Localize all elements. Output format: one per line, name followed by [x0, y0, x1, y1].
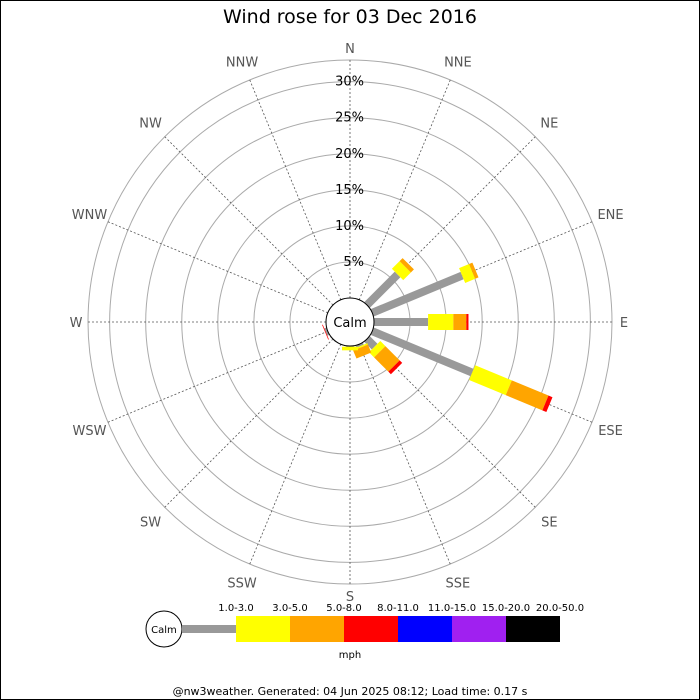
radial-tick-5: 25%: [335, 111, 364, 126]
legend-swatch-15.0-20.0: [452, 616, 506, 642]
legend-swatch-11.0-15.0: [398, 616, 452, 642]
legend-label-20.0-50.0: 20.0-50.0: [536, 603, 584, 614]
bar-ese-3.0-5.0: [469, 365, 512, 396]
bar-ese-8.0-11.0: [542, 395, 553, 412]
radial-tick-4: 20%: [335, 147, 364, 162]
radial-tick-1: 5%: [343, 255, 364, 270]
legend-swatch-20.0-50.0: [506, 616, 560, 642]
radial-tick-labels: 5% 10% 15% 20% 25% 30%: [335, 75, 364, 270]
radial-tick-3: 15%: [335, 183, 364, 198]
bar-ne-5.0-8.0: [399, 258, 414, 273]
direction-label-nw: NW: [139, 117, 162, 132]
direction-label-sse: SSE: [446, 577, 471, 592]
bar-ene-3.0-5.0: [459, 264, 476, 283]
bar-se-3.0-5.0: [368, 340, 386, 358]
direction-label-e: E: [620, 316, 628, 331]
bar-ene-5.0-8.0: [469, 262, 479, 279]
legend-label-11.0-15.0: 11.0-15.0: [428, 603, 476, 614]
legend-label-15.0-20.0: 15.0-20.0: [482, 603, 530, 614]
direction-labels: N NNE NE ENE E ESE SE SSE S SSW SW WSW W WNW NW NNW: [70, 42, 629, 605]
direction-label-ssw: SSW: [227, 577, 257, 592]
direction-label-ene: ENE: [597, 208, 623, 223]
legend-label-1.0-3.0: 1.0-3.0: [218, 603, 253, 614]
direction-label-ese: ESE: [598, 424, 623, 439]
bar-sse-5.0-8.0: [353, 344, 372, 359]
speed-legend: Calm 1.0-3.0 3.0-5.0 5.0-8.0 8.0-11.0 11.0-15…: [145, 603, 584, 661]
wind-bars: [322, 258, 553, 412]
legend-calm-label: Calm: [151, 625, 177, 636]
calm-circle: Calm: [325, 297, 375, 347]
direction-label-w: W: [70, 316, 83, 331]
bar-se-8.0-11.0: [388, 360, 403, 375]
bar-ese-5.0-8.0: [505, 380, 549, 411]
bar-se-5.0-8.0: [374, 346, 400, 372]
bar-ne-1.0-3.0: [364, 271, 401, 308]
legend-label-8.0-11.0: 8.0-11.0: [377, 603, 419, 614]
footer-text: @nw3weather. Generated: 04 Jun 2025 08:1…: [172, 685, 528, 698]
radial-tick-2: 10%: [335, 219, 364, 234]
direction-label-se: SE: [541, 515, 557, 530]
legend-swatch-3.0-5.0: [236, 616, 290, 642]
direction-label-nne: NNE: [444, 55, 472, 70]
legend-label-3.0-5.0: 3.0-5.0: [272, 603, 307, 614]
direction-label-ne: NE: [540, 117, 558, 132]
legend-swatch-8.0-11.0: [344, 616, 398, 642]
direction-label-n: N: [345, 42, 355, 57]
radial-tick-6: 30%: [335, 75, 364, 90]
bar-ese-1.0-3.0: [370, 327, 474, 377]
calm-label: Calm: [333, 316, 366, 331]
calm-circle-shape: [325, 297, 375, 347]
direction-label-s: S: [346, 590, 354, 605]
bar-se-1.0-3.0: [364, 336, 378, 350]
legend-swatch-5.0-8.0: [290, 616, 344, 642]
bar-sse-3.0-5.0: [352, 343, 368, 351]
direction-label-wsw: WSW: [72, 424, 106, 439]
direction-label-nnw: NNW: [226, 55, 258, 70]
direction-label-wnw: WNW: [72, 208, 108, 223]
bar-ene-1.0-3.0: [370, 271, 464, 317]
direction-label-sw: SW: [140, 515, 161, 530]
bar-ne-3.0-5.0: [391, 261, 411, 281]
chart-title: Wind rose for 03 Dec 2016: [223, 6, 477, 28]
legend-unit: mph: [339, 650, 361, 661]
legend-swatch-1.0-3.0: [182, 625, 236, 633]
legend-label-5.0-8.0: 5.0-8.0: [326, 603, 361, 614]
